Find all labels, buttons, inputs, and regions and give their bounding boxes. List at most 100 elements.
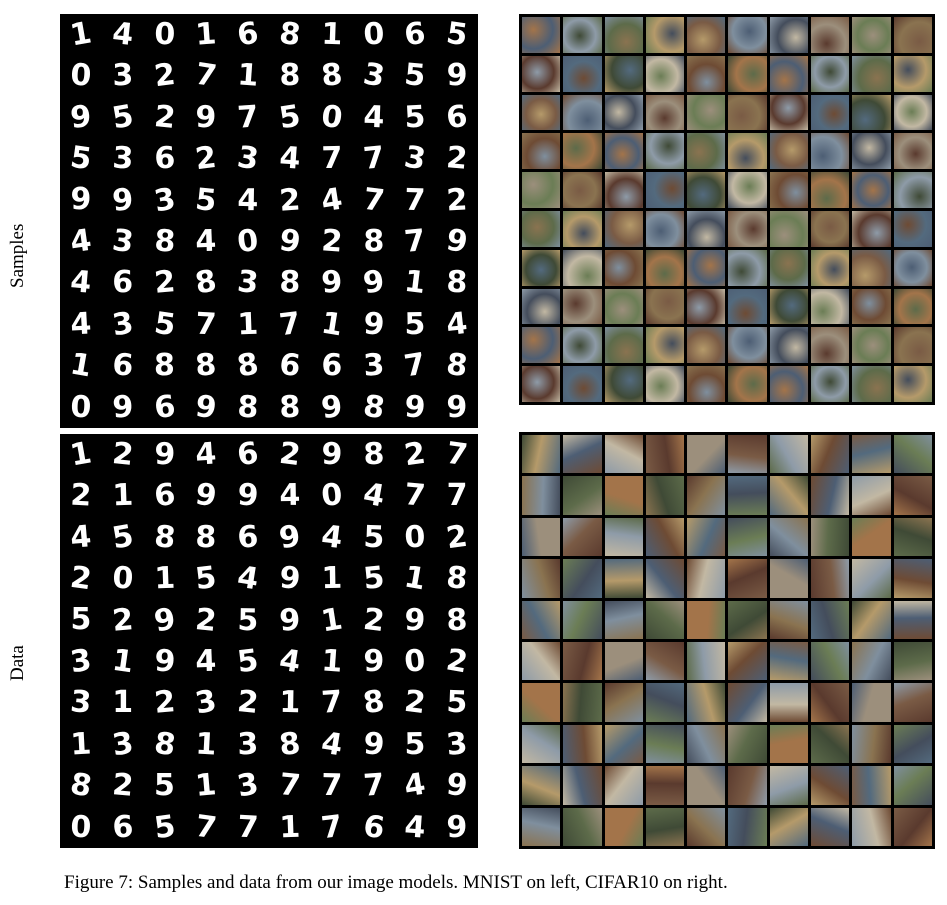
digit-cell: 0: [69, 808, 92, 845]
cifar-image-tile: [728, 366, 767, 402]
digit-cell: 8: [152, 518, 177, 556]
cifar-image-tile: [522, 600, 561, 639]
cifar-image-tile: [893, 327, 932, 364]
digit-cell: 8: [362, 436, 385, 473]
digit-cell: 4: [403, 808, 427, 845]
digit-cell: 1: [236, 57, 260, 94]
digit-cell: 2: [445, 181, 469, 218]
cifar-image-tile: [522, 249, 561, 286]
digit-cell: 7: [193, 56, 220, 95]
digit-cell: 8: [446, 264, 469, 301]
cifar-image-tile: [769, 210, 809, 247]
cifar-image-tile: [522, 133, 561, 170]
cifar-image-tile: [852, 17, 891, 53]
cifar-image-tile: [893, 133, 932, 170]
digit-cell: 2: [110, 435, 135, 473]
digit-cell: 1: [153, 560, 176, 597]
digit-cell: 9: [195, 99, 218, 135]
digit-cell: 6: [111, 808, 135, 845]
digit-cell: 6: [277, 346, 303, 384]
cifar-image-tile: [604, 559, 643, 598]
cifar-image-tile: [852, 559, 891, 598]
digit-cell: 6: [234, 15, 262, 54]
cifar-samples-grid: [519, 14, 935, 405]
digit-cell: 1: [320, 560, 343, 597]
digit-cell: 4: [278, 140, 302, 177]
digit-cell: 7: [320, 684, 344, 721]
digit-cell: 9: [276, 222, 304, 261]
cifar-image-tile: [522, 94, 561, 131]
cifar-image-tile: [852, 517, 891, 557]
cifar-image-tile: [604, 517, 643, 557]
digit-cell: 2: [235, 684, 261, 722]
digit-cell: 9: [236, 477, 260, 514]
cifar-image-tile: [893, 249, 932, 286]
cifar-image-tile: [522, 724, 561, 764]
cifar-image-tile: [687, 327, 726, 364]
digit-cell: 9: [446, 389, 468, 425]
cifar-image-tile: [852, 133, 891, 170]
cifar-image-tile: [563, 249, 602, 286]
cifar-image-tile: [645, 55, 685, 92]
cifar-image-tile: [645, 288, 685, 325]
digit-cell: 3: [361, 347, 386, 384]
cifar-image-tile: [687, 476, 726, 515]
cifar-image-tile: [563, 210, 602, 247]
digit-cell: 5: [154, 767, 175, 803]
digit-cell: 0: [319, 98, 345, 136]
cifar-image-tile: [811, 517, 850, 557]
cifar-image-tile: [728, 288, 767, 325]
digit-cell: 7: [404, 181, 427, 218]
cifar-image-tile: [522, 17, 561, 53]
cifar-image-tile: [811, 288, 850, 325]
digit-cell: 2: [402, 435, 428, 473]
cifar-image-tile: [687, 55, 726, 92]
digit-cell: 6: [444, 98, 470, 136]
digit-cell: 2: [277, 435, 303, 473]
digit-cell: 8: [362, 223, 385, 259]
cifar-image-tile: [604, 476, 643, 515]
digit-cell: 9: [403, 388, 427, 425]
cifar-image-tile: [728, 210, 767, 247]
cifar-image-tile: [893, 55, 932, 92]
digit-cell: 4: [195, 643, 218, 680]
cifar-image-tile: [728, 435, 767, 474]
digit-cell: 5: [151, 305, 178, 343]
cifar-image-tile: [604, 327, 643, 364]
digit-cell: 5: [403, 57, 428, 94]
cifar-image-tile: [563, 55, 602, 92]
cifar-image-tile: [769, 435, 809, 474]
cifar-image-tile: [811, 559, 850, 598]
digit-cell: 6: [151, 388, 178, 426]
digit-cell: 4: [69, 305, 93, 343]
digit-cell: 9: [278, 560, 302, 597]
digit-cell: 4: [110, 15, 135, 53]
digit-cell: 4: [318, 725, 345, 763]
digit-cell: 8: [154, 347, 175, 383]
digit-cell: 8: [192, 263, 220, 302]
digit-cell: 9: [320, 436, 343, 473]
digit-cell: 5: [70, 602, 92, 638]
cifar-image-tile: [893, 94, 932, 131]
digit-cell: 8: [234, 346, 262, 385]
digit-cell: 2: [110, 767, 135, 804]
cifar-image-tile: [687, 435, 726, 474]
digit-cell: 6: [151, 476, 177, 515]
digit-cell: 7: [194, 305, 218, 343]
digit-cell: 3: [192, 683, 220, 722]
digit-cell: 7: [403, 222, 428, 260]
digit-cell: 5: [276, 98, 303, 136]
digit-cell: 0: [403, 642, 428, 680]
digit-cell: 7: [444, 435, 470, 473]
digit-cell: 4: [195, 223, 218, 260]
digit-cell: 8: [319, 57, 344, 95]
cifar-image-tile: [769, 94, 809, 131]
digit-cell: 9: [111, 388, 135, 425]
cifar-image-tile: [522, 288, 561, 325]
cifar-image-tile: [811, 766, 850, 805]
cifar-image-tile: [728, 600, 767, 639]
cifar-image-tile: [852, 288, 891, 325]
digit-cell: 5: [404, 306, 427, 342]
